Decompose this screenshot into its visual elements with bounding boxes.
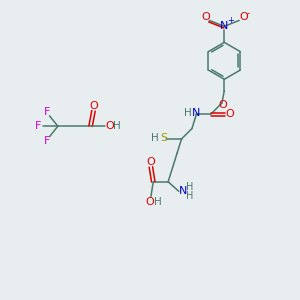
Text: O: O [106,121,115,130]
Text: H: H [152,134,159,143]
Text: O: O [146,197,154,207]
Text: N: N [220,21,229,32]
Text: O: O [218,100,227,110]
Text: O: O [146,157,155,167]
Text: O: O [225,109,234,119]
Text: N: N [179,186,187,196]
Text: F: F [44,107,50,117]
Text: O: O [89,101,98,111]
Text: H: H [185,191,193,201]
Text: S: S [160,134,167,143]
Text: H: H [113,121,121,130]
Text: F: F [35,121,41,131]
Text: H: H [184,108,191,118]
Text: H: H [185,182,193,192]
Text: F: F [44,136,50,146]
Text: N: N [192,108,200,118]
Text: O: O [239,12,248,22]
Text: O: O [201,12,210,22]
Text: -: - [247,9,250,18]
Text: H: H [154,197,161,207]
Text: +: + [227,16,234,25]
